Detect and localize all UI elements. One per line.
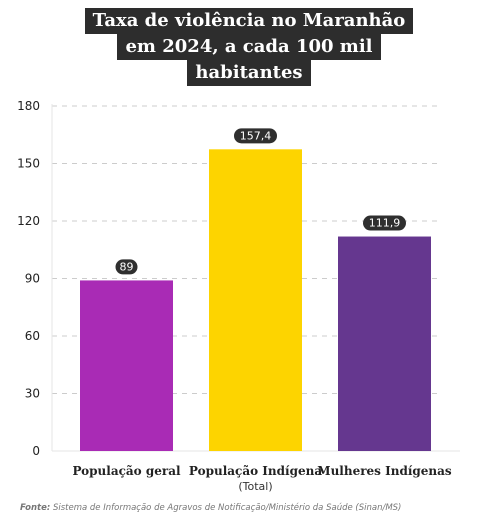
data-label-background [234, 128, 277, 144]
bar [209, 149, 302, 452]
title-line-2: em 2024, a cada 100 mil [117, 34, 381, 60]
data-label-background [363, 215, 406, 231]
bar [80, 280, 173, 451]
y-tick-label: 30 [25, 387, 40, 401]
source-label: Fonte: [20, 503, 51, 513]
title-line-1: Taxa de violência no Maranhão [84, 8, 414, 34]
chart-title: Taxa de violência no Maranhão em 2024, a… [0, 8, 498, 86]
bar [338, 236, 431, 451]
x-tick-label: População Indígena [189, 464, 322, 478]
y-tick-label: 180 [17, 99, 40, 113]
y-tick-label: 90 [25, 272, 40, 286]
title-line-3: habitantes [187, 60, 311, 86]
data-label: 157,4 [240, 129, 272, 142]
x-tick-label: População geral [72, 464, 181, 478]
data-label: 111,9 [369, 217, 401, 230]
y-tick-label: 60 [25, 329, 40, 343]
source-text: Sistema de Informação de Agravos de Noti… [52, 503, 402, 513]
y-tick-label: 120 [17, 214, 40, 228]
x-tick-label: Mulheres Indígenas [317, 464, 452, 478]
x-tick-sublabel: (Total) [238, 480, 272, 493]
y-tick-label: 150 [17, 157, 40, 171]
data-label: 89 [120, 260, 134, 273]
y-tick-label: 0 [32, 444, 40, 458]
source-note: Fonte: Sistema de Informação de Agravos … [20, 503, 401, 513]
data-label-background [115, 259, 138, 275]
